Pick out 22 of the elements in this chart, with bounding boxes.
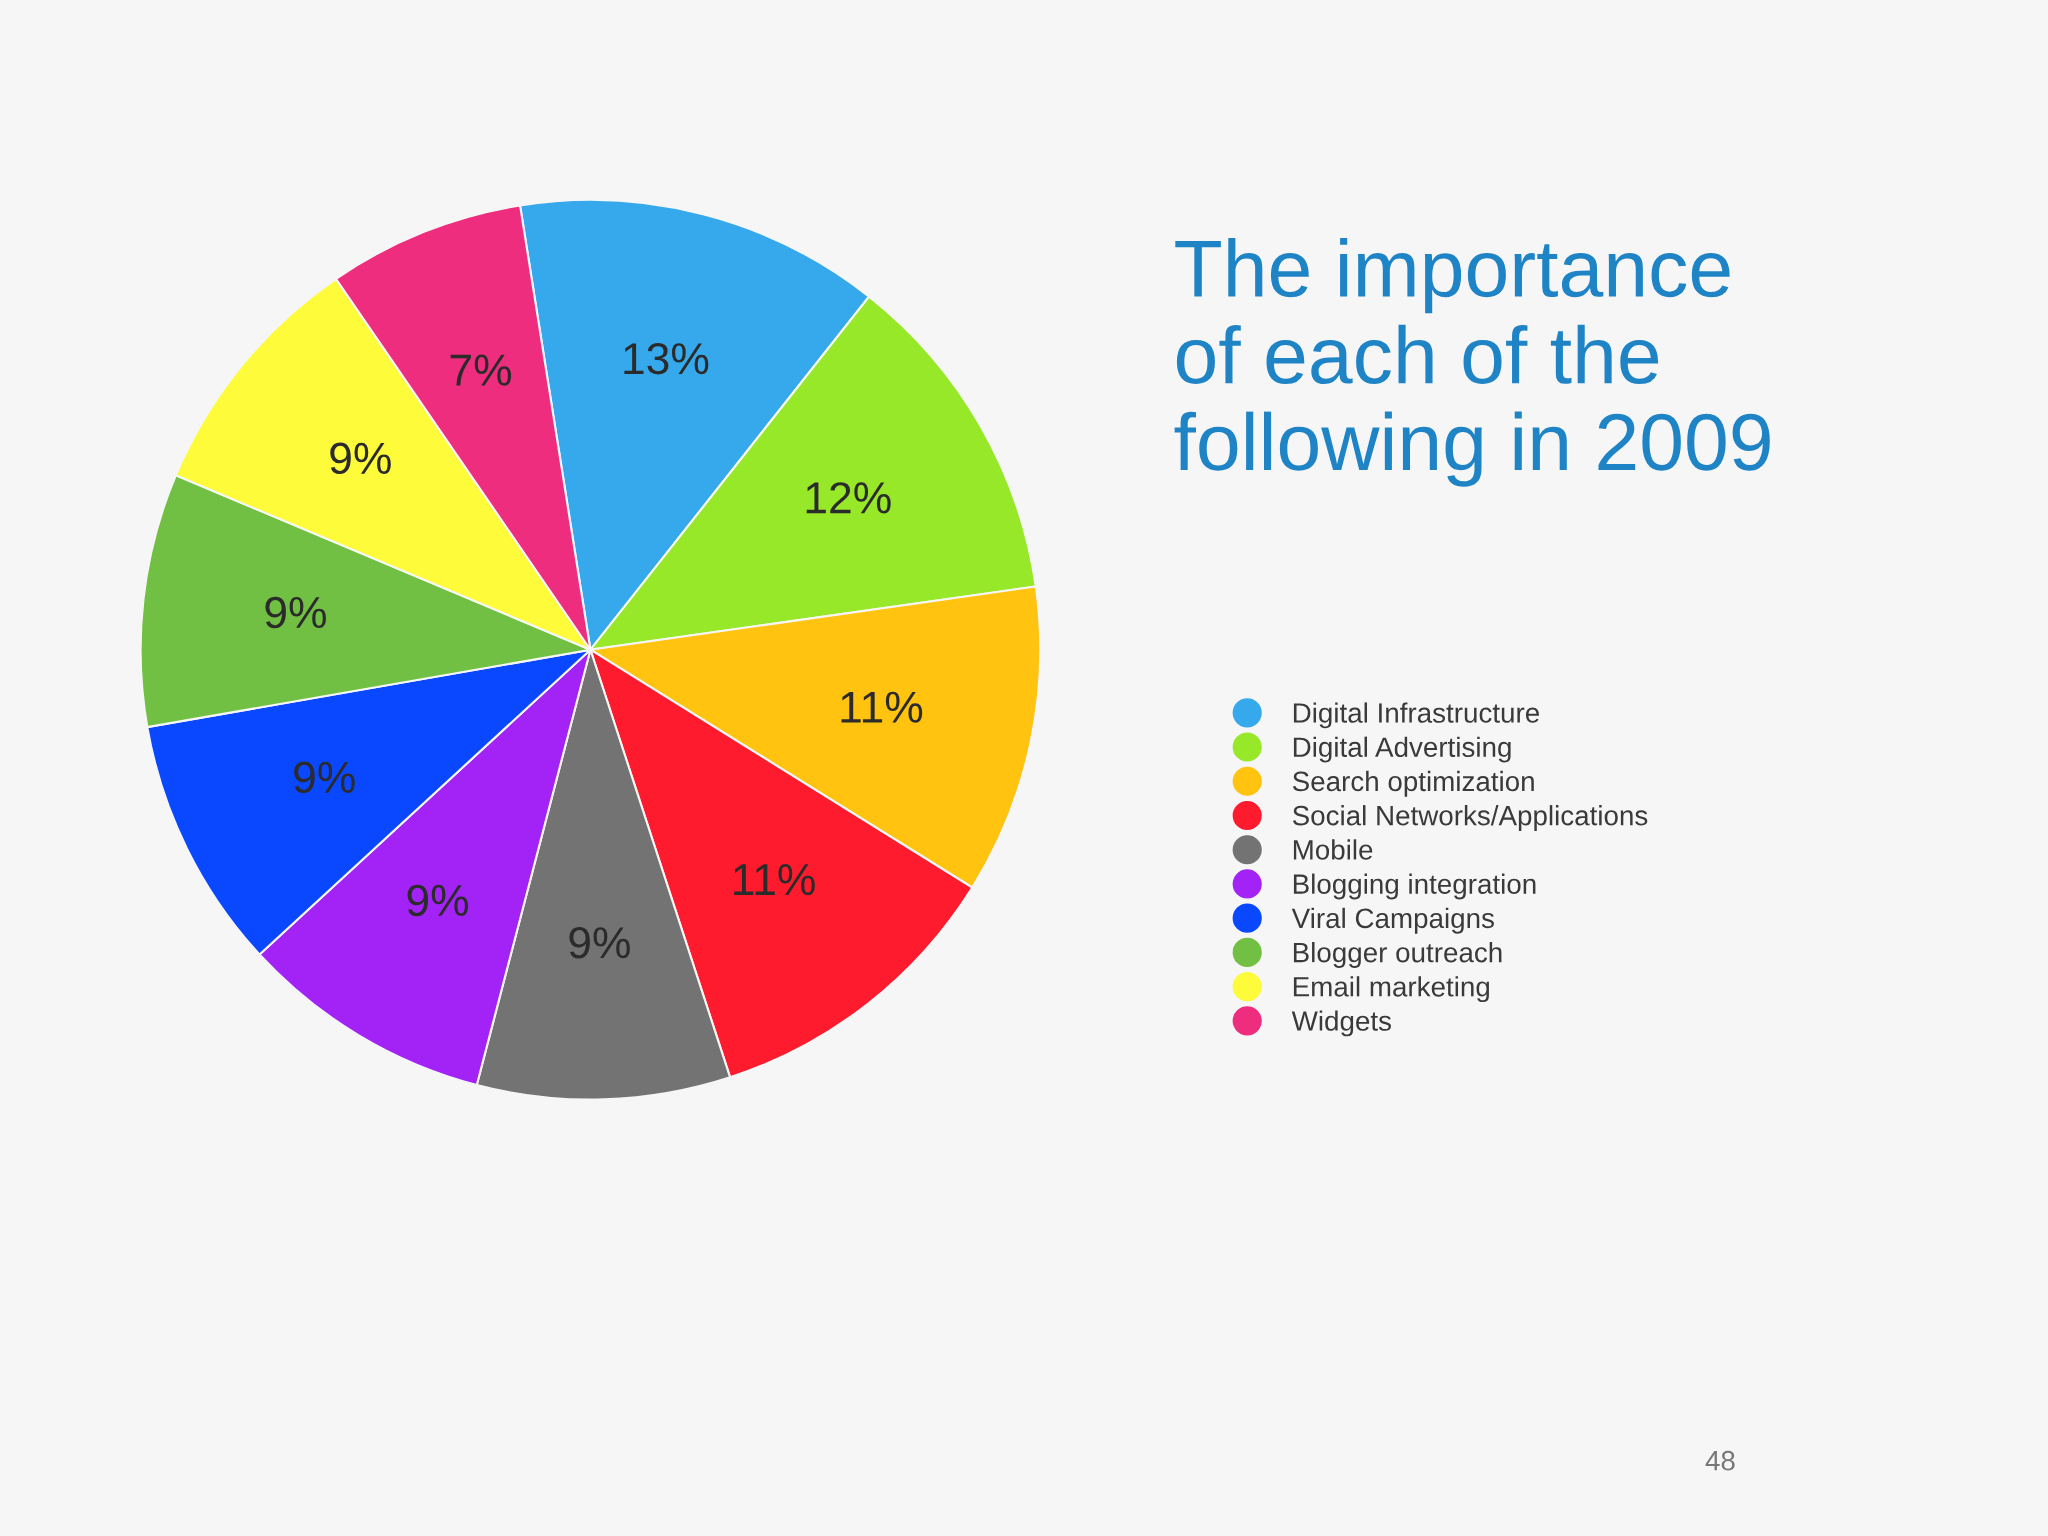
data-label: 13% <box>624 342 709 375</box>
data-label: 11% <box>841 691 923 723</box>
legend-label: Digital Advertising <box>1293 736 1511 763</box>
legend-label: Blogger outreach <box>1293 942 1502 968</box>
data-label: 11% <box>734 864 815 896</box>
legend-label: Mobile <box>1293 839 1373 860</box>
legend-label: Digital Infrastructure <box>1293 702 1539 729</box>
data-label: 9% <box>294 761 355 794</box>
text: The importance of each of the following in 2009 <box>1174 238 1770 487</box>
data-label: 9% <box>407 884 469 917</box>
legend-label: Widgets <box>1291 1010 1391 1037</box>
data-label: 12% <box>806 482 891 514</box>
text: 48 <box>1705 1450 1735 1471</box>
legend-label: Viral Campaigns <box>1291 907 1494 934</box>
data-label: 9% <box>569 926 630 959</box>
data-label: 9% <box>330 442 391 475</box>
legend-label: Blogging integration <box>1293 873 1536 900</box>
data-label: 9% <box>265 596 326 629</box>
legend-label: Social Networks/Applications <box>1292 805 1648 831</box>
legend-label: Email marketing <box>1293 976 1489 1003</box>
legend-label: Search optimization <box>1292 770 1534 797</box>
data-label: 7% <box>450 354 512 386</box>
